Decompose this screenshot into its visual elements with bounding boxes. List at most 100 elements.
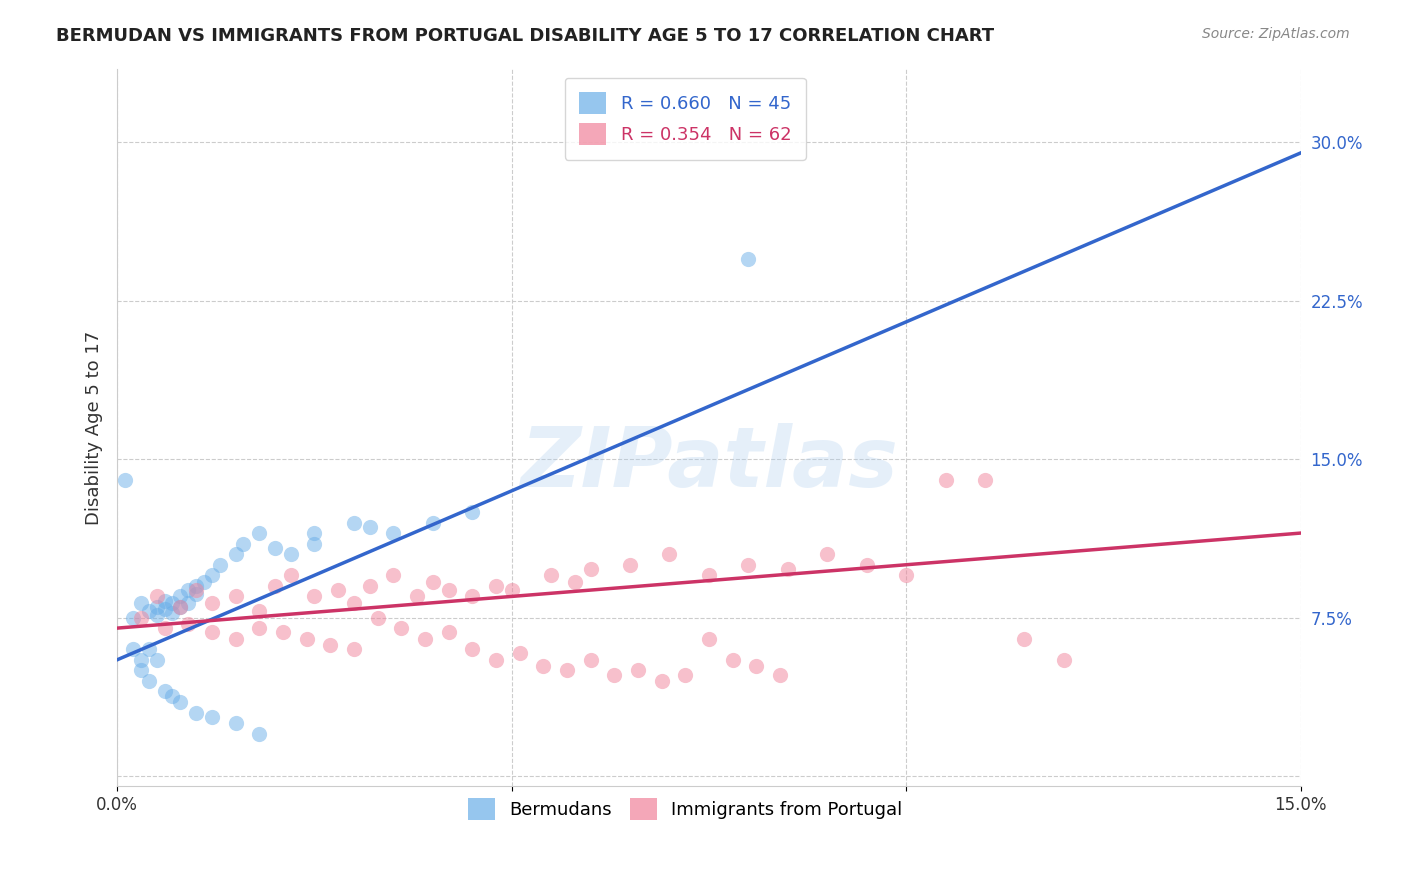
Text: Source: ZipAtlas.com: Source: ZipAtlas.com — [1202, 27, 1350, 41]
Point — [264, 579, 287, 593]
Point — [145, 653, 167, 667]
Point — [359, 520, 381, 534]
Point — [437, 583, 460, 598]
Point — [177, 583, 200, 598]
Point — [934, 473, 956, 487]
Point — [177, 596, 200, 610]
Point — [280, 547, 302, 561]
Point — [304, 536, 326, 550]
Point — [208, 558, 231, 572]
Point — [501, 583, 523, 598]
Point — [304, 526, 326, 541]
Point — [201, 568, 224, 582]
Point — [129, 664, 152, 678]
Point — [343, 596, 366, 610]
Point — [225, 632, 247, 646]
Point — [359, 579, 381, 593]
Point — [555, 664, 578, 678]
Point — [169, 590, 191, 604]
Point — [153, 593, 176, 607]
Point — [422, 516, 444, 530]
Point — [225, 716, 247, 731]
Point — [129, 596, 152, 610]
Point — [855, 558, 877, 572]
Point — [247, 526, 270, 541]
Point — [184, 706, 207, 720]
Point — [651, 673, 673, 688]
Point — [162, 596, 184, 610]
Point — [485, 653, 508, 667]
Point — [304, 590, 326, 604]
Point — [540, 568, 562, 582]
Point — [169, 599, 191, 614]
Point — [271, 625, 294, 640]
Y-axis label: Disability Age 5 to 17: Disability Age 5 to 17 — [86, 330, 103, 524]
Point — [326, 583, 349, 598]
Point — [153, 602, 176, 616]
Point — [603, 667, 626, 681]
Point — [201, 625, 224, 640]
Point — [247, 604, 270, 618]
Point — [232, 536, 254, 550]
Point — [1053, 653, 1076, 667]
Point — [114, 473, 136, 487]
Point — [531, 659, 554, 673]
Point — [343, 516, 366, 530]
Point — [153, 684, 176, 698]
Point — [422, 574, 444, 589]
Point — [461, 590, 484, 604]
Point — [382, 526, 405, 541]
Point — [162, 689, 184, 703]
Point — [184, 579, 207, 593]
Point — [225, 547, 247, 561]
Point — [129, 610, 152, 624]
Point — [138, 673, 160, 688]
Point — [697, 568, 720, 582]
Point — [145, 590, 167, 604]
Point — [145, 599, 167, 614]
Point — [461, 505, 484, 519]
Point — [579, 653, 602, 667]
Point — [201, 596, 224, 610]
Point — [264, 541, 287, 555]
Point — [1014, 632, 1036, 646]
Point — [367, 610, 389, 624]
Point — [138, 642, 160, 657]
Point — [815, 547, 838, 561]
Point — [280, 568, 302, 582]
Point — [295, 632, 318, 646]
Point — [737, 252, 759, 266]
Point — [627, 664, 650, 678]
Point — [974, 473, 997, 487]
Point — [413, 632, 436, 646]
Point — [461, 642, 484, 657]
Point — [184, 583, 207, 598]
Text: ZIPatlas: ZIPatlas — [520, 423, 898, 504]
Point — [122, 610, 145, 624]
Point — [247, 621, 270, 635]
Text: BERMUDAN VS IMMIGRANTS FROM PORTUGAL DISABILITY AGE 5 TO 17 CORRELATION CHART: BERMUDAN VS IMMIGRANTS FROM PORTUGAL DIS… — [56, 27, 994, 45]
Point — [153, 621, 176, 635]
Point — [485, 579, 508, 593]
Point — [162, 607, 184, 621]
Point — [737, 558, 759, 572]
Point — [437, 625, 460, 640]
Point — [619, 558, 641, 572]
Point — [169, 695, 191, 709]
Point — [201, 710, 224, 724]
Point — [193, 574, 215, 589]
Legend: Bermudans, Immigrants from Portugal: Bermudans, Immigrants from Portugal — [453, 784, 917, 835]
Point — [184, 587, 207, 601]
Point — [894, 568, 917, 582]
Point — [169, 599, 191, 614]
Point — [673, 667, 696, 681]
Point — [382, 568, 405, 582]
Point — [145, 608, 167, 623]
Point — [579, 562, 602, 576]
Point — [343, 642, 366, 657]
Point — [389, 621, 412, 635]
Point — [122, 642, 145, 657]
Point — [658, 547, 681, 561]
Point — [138, 604, 160, 618]
Point — [564, 574, 586, 589]
